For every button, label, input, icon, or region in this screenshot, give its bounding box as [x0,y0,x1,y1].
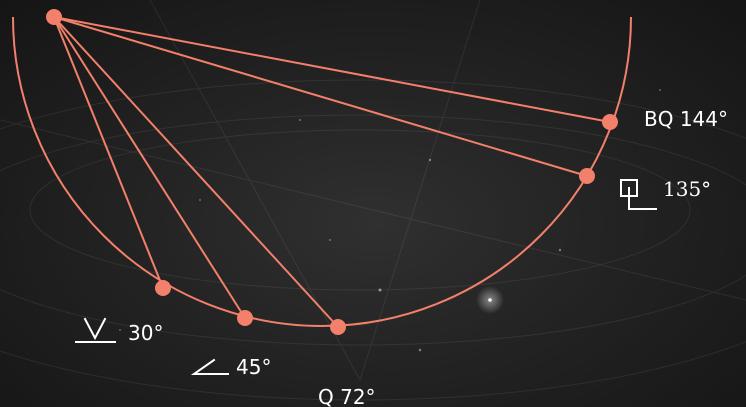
q-label: Q 72° [318,385,376,407]
angle-symbol-icon [190,358,229,375]
chord-to-q-point [53,16,339,328]
angle-label: 45° [236,355,271,379]
right-angle-point [579,168,595,184]
chord-to-bq [53,16,611,123]
bq-point [602,114,618,130]
chord-to-right-angle-point [53,16,588,177]
chord-lines [53,16,611,328]
chord-to-angle-point [53,16,246,319]
semicircle-arc [12,16,632,327]
q-point [330,319,346,335]
v-angle-symbol-icon [75,317,116,343]
bq-label: BQ 144° [644,107,728,131]
chord-to-v-point [53,16,164,289]
right-angle-label: 135° [663,177,711,201]
background-stars [119,89,661,352]
points [46,9,618,335]
right-angle-symbol-icon [620,179,657,210]
v-angle-label: 30° [128,321,163,345]
v-point [155,280,171,296]
apex-point [46,9,62,25]
angle-point [237,310,253,326]
